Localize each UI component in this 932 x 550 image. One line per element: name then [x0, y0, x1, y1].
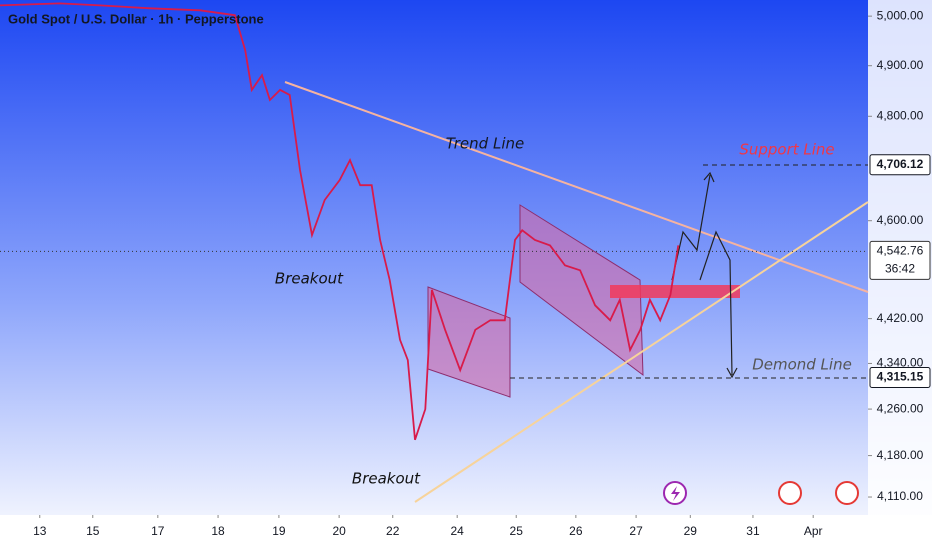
annotation: Breakout [352, 470, 421, 488]
bear-arrow [699, 230, 738, 379]
price-tag [869, 240, 931, 280]
y-tick-label: 4,340.00 [877, 356, 924, 370]
x-tick-label: 31 [746, 524, 760, 538]
resistance-zone [610, 285, 740, 298]
annotation: Support Line [739, 141, 834, 159]
x-tick-label: 18 [211, 524, 225, 538]
annotation: Demond Line [752, 356, 852, 374]
y-tick-label: 4,800.00 [877, 108, 924, 122]
x-tick-label: 26 [569, 524, 583, 538]
x-tick-label: 29 [684, 524, 698, 538]
x-tick-label: 19 [272, 524, 286, 538]
price-tag-label: 4,542.76 [877, 244, 924, 258]
y-tick-label: 4,180.00 [877, 448, 924, 462]
y-tick-label: 4,600.00 [877, 213, 924, 227]
price-line [0, 2, 680, 441]
annotation: Breakout [275, 270, 344, 288]
uptrend-line [414, 201, 869, 503]
x-axis-panel [0, 515, 932, 550]
flag-channel [427, 286, 511, 398]
x-tick-label: 13 [33, 524, 47, 538]
x-tick-label: 22 [386, 524, 400, 538]
x-tick-label: 27 [629, 524, 643, 538]
price-tag [869, 367, 931, 389]
event-icon [671, 486, 680, 501]
y-tick-label: 5,000.00 [877, 8, 924, 22]
countdown: 36:42 [885, 262, 915, 276]
y-tick-label: 4,420.00 [877, 311, 924, 325]
chart-title: Gold Spot / U.S. Dollar · 1h · Peppersto… [8, 11, 264, 26]
price-tag [869, 154, 931, 176]
x-tick-label: 25 [510, 524, 524, 538]
price-tag-label: 4,706.12 [877, 157, 924, 171]
x-tick-label: 24 [451, 524, 465, 538]
us-flag-icon [778, 481, 802, 505]
annotation: Trend Line [446, 135, 524, 153]
x-tick-label: 17 [151, 524, 165, 538]
y-tick-label: 4,260.00 [877, 401, 924, 415]
us-flag-icon [835, 481, 859, 505]
x-tick-label: 15 [86, 524, 100, 538]
y-tick-label: 4,110.00 [877, 489, 923, 503]
trend-line [284, 81, 869, 293]
y-tick-label: 4,900.00 [877, 58, 924, 72]
x-tick-label: 20 [332, 524, 346, 538]
x-tick-label: Apr [804, 524, 823, 538]
price-tag-label: 4,315.15 [877, 370, 924, 384]
